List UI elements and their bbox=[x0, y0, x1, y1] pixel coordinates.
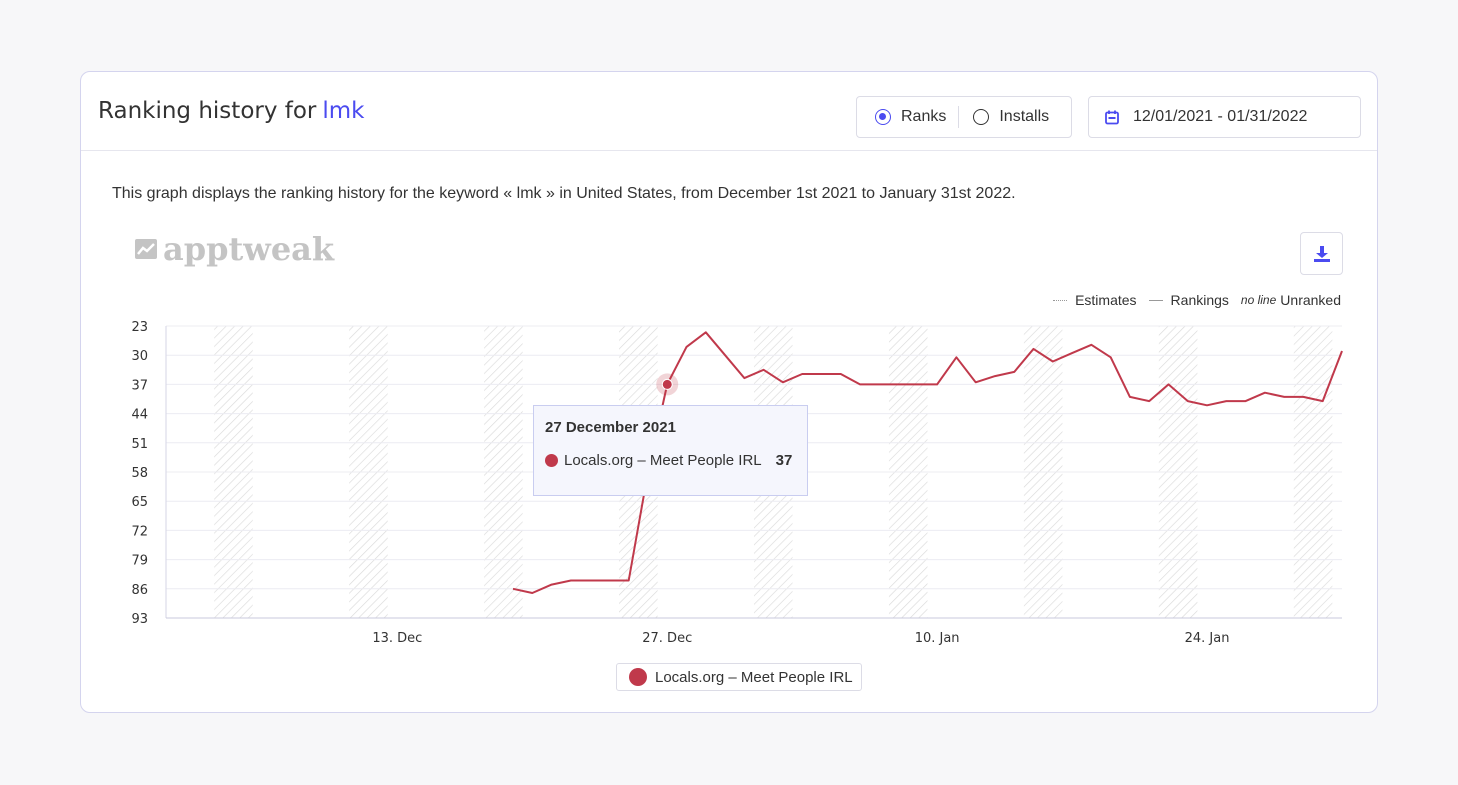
series-legend-dot bbox=[629, 668, 647, 686]
logo-text: apptweak bbox=[163, 230, 335, 268]
y-tick-label: 37 bbox=[131, 378, 148, 393]
y-tick-label: 93 bbox=[131, 612, 148, 627]
ranks-label: Ranks bbox=[901, 108, 947, 125]
y-tick-label: 79 bbox=[131, 554, 148, 569]
y-tick-label: 23 bbox=[131, 320, 148, 335]
x-tick-label: 13. Dec bbox=[372, 631, 422, 646]
y-tick-label: 30 bbox=[131, 349, 148, 364]
x-tick-label: 27. Dec bbox=[642, 631, 692, 646]
y-tick-label: 72 bbox=[131, 524, 148, 539]
installs-radio[interactable] bbox=[973, 109, 990, 125]
y-tick-label: 65 bbox=[131, 495, 148, 510]
x-tick-label: 10. Jan bbox=[915, 631, 960, 646]
download-button[interactable] bbox=[1300, 232, 1343, 275]
tooltip-series-dot bbox=[545, 454, 558, 467]
date-range-picker[interactable]: 12/01/2021 - 01/31/2022 bbox=[1088, 96, 1361, 138]
y-tick-label: 44 bbox=[131, 408, 148, 423]
tooltip-row: Locals.org – Meet People IRL 37 bbox=[545, 452, 792, 469]
unranked-key-label: Unranked bbox=[1280, 292, 1341, 308]
series-legend-label: Locals.org – Meet People IRL bbox=[655, 668, 853, 686]
tooltip-value: 37 bbox=[775, 452, 793, 469]
download-icon bbox=[1313, 245, 1330, 262]
toggle-divider bbox=[958, 106, 960, 128]
x-tick-label: 24. Jan bbox=[1185, 631, 1230, 646]
keyword-label: lmk bbox=[322, 98, 365, 124]
hover-marker bbox=[656, 373, 679, 396]
y-tick-label: 86 bbox=[131, 583, 148, 598]
installs-radio-option[interactable]: Installs bbox=[959, 108, 1061, 126]
no-line-label: no line bbox=[1240, 293, 1277, 307]
card-header: Ranking history for lmk Ranks Installs 12… bbox=[81, 72, 1377, 151]
chart-description: This graph displays the ranking history … bbox=[112, 185, 1016, 202]
axes: 23 30 37 44 51 58 65 72 79 86 93 13. Dec 27. Dec 10. … bbox=[131, 320, 1342, 646]
ranking-chart: 23 30 37 44 51 58 65 72 79 86 93 13. Dec 27. Dec 10. … bbox=[131, 320, 1343, 646]
date-range-value: 12/01/2021 - 01/31/2022 bbox=[1133, 108, 1308, 125]
highlight-point bbox=[661, 378, 673, 390]
apptweak-logo: apptweak bbox=[135, 230, 334, 268]
ranking-history-card: Ranking history for lmk Ranks Installs 12… bbox=[80, 71, 1378, 713]
calendar-icon bbox=[1105, 110, 1119, 124]
y-tick-label: 51 bbox=[131, 437, 148, 452]
estimates-key: Estimates bbox=[1053, 292, 1137, 308]
series-legend-item[interactable]: Locals.org – Meet People IRL bbox=[616, 663, 862, 691]
trend-logo-icon bbox=[135, 239, 157, 259]
y-tick-label: 58 bbox=[131, 466, 148, 481]
line-key-legend: Estimates Rankings no line Unranked bbox=[1041, 292, 1341, 308]
chart-tooltip: 27 December 2021 Locals.org – Meet Peopl… bbox=[533, 405, 808, 496]
tooltip-date: 27 December 2021 bbox=[545, 419, 676, 436]
solid-line-swatch bbox=[1148, 299, 1163, 301]
page-title: Ranking history for lmk bbox=[98, 98, 365, 124]
rankings-key: Rankings bbox=[1148, 292, 1229, 308]
estimates-key-label: Estimates bbox=[1075, 292, 1137, 308]
rankings-key-label: Rankings bbox=[1170, 292, 1229, 308]
unranked-key: no line Unranked bbox=[1241, 292, 1341, 308]
tooltip-series-name: Locals.org – Meet People IRL bbox=[564, 452, 762, 469]
ranks-radio-option[interactable]: Ranks bbox=[857, 108, 958, 126]
ranks-radio[interactable] bbox=[875, 109, 891, 125]
installs-label: Installs bbox=[999, 108, 1050, 125]
dotted-line-swatch bbox=[1053, 299, 1068, 301]
title-prefix: Ranking history for bbox=[98, 98, 317, 124]
ranks-installs-toggle: Ranks Installs bbox=[856, 96, 1072, 138]
